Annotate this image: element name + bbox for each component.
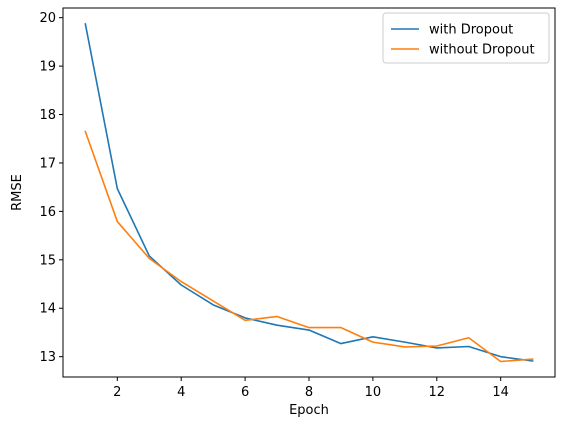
x-tick-label: 8 (305, 385, 313, 400)
x-tick-label: 4 (177, 385, 185, 400)
x-tick-label: 6 (241, 385, 249, 400)
series-layer (84, 23, 534, 363)
y-tick-label: 16 (39, 205, 56, 220)
legend-label: with Dropout (429, 23, 513, 38)
y-tick-label: 17 (39, 156, 56, 171)
y-tick-label: 20 (39, 11, 56, 26)
x-tick-label: 10 (365, 385, 382, 400)
legend: with Dropout without Dropout (382, 12, 550, 64)
y-tick-label: 13 (39, 350, 56, 365)
x-tick-label: 14 (492, 385, 509, 400)
x-axis-ticks: 2 4 6 8 10 12 14 (113, 377, 509, 400)
series-line-without-dropout (84, 130, 534, 363)
y-tick-label: 15 (39, 253, 56, 268)
y-tick-label: 18 (39, 108, 56, 123)
x-tick-label: 12 (429, 385, 446, 400)
y-axis-label: RMSE (10, 174, 25, 211)
x-tick-label: 2 (113, 385, 121, 400)
series-line-with-dropout (84, 23, 534, 362)
y-axis-ticks: 13 14 15 16 17 18 19 20 (39, 11, 63, 365)
legend-box (382, 12, 550, 64)
y-tick-label: 19 (39, 60, 56, 75)
legend-label: without Dropout (429, 43, 535, 58)
y-tick-label: 14 (39, 302, 56, 317)
x-axis-label: Epoch (289, 403, 329, 418)
